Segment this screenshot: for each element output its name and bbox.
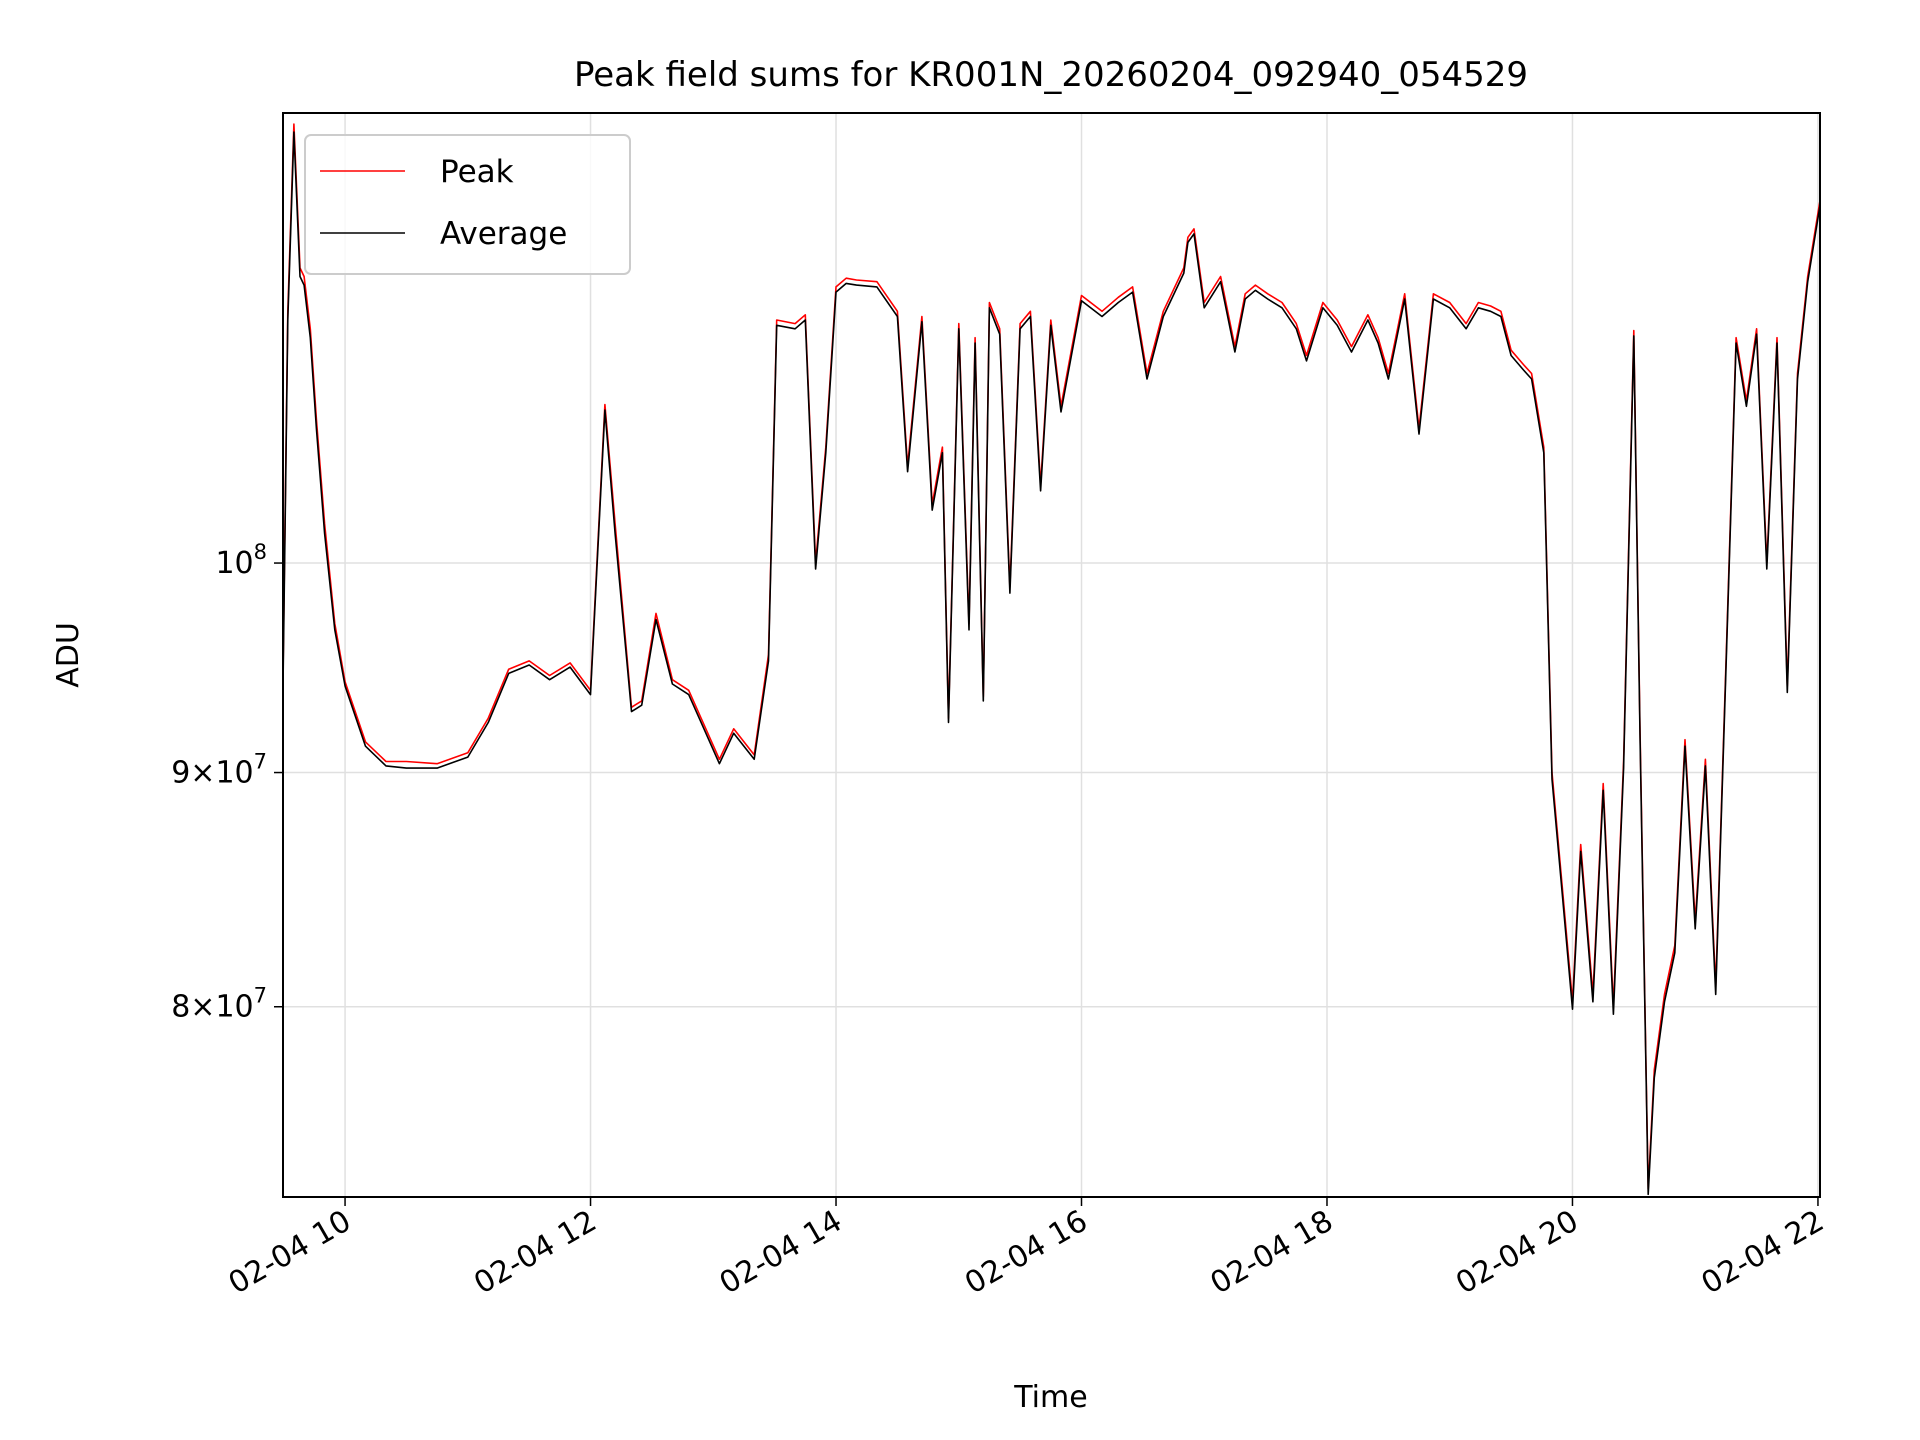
series-layer xyxy=(282,123,1821,1196)
x-axis-label: Time xyxy=(1013,1380,1087,1415)
legend: Peak Average xyxy=(304,134,631,275)
y-tick-label: 8×107 xyxy=(171,984,267,1025)
y-axis: 8×107 9×107 108 xyxy=(171,540,283,1025)
plot-frame xyxy=(282,112,1821,1198)
legend-average-label: Average xyxy=(440,216,567,252)
chart-title: Peak field sums for KR001N_20260204_0929… xyxy=(574,55,1528,95)
y-axis-label: ADU xyxy=(51,622,86,688)
y-tick-label: 9×107 xyxy=(171,750,267,791)
legend-peak-label: Peak xyxy=(440,154,514,190)
series-line-average xyxy=(282,131,1821,1196)
y-tick-label: 108 xyxy=(215,540,267,581)
legend-box xyxy=(304,134,631,275)
